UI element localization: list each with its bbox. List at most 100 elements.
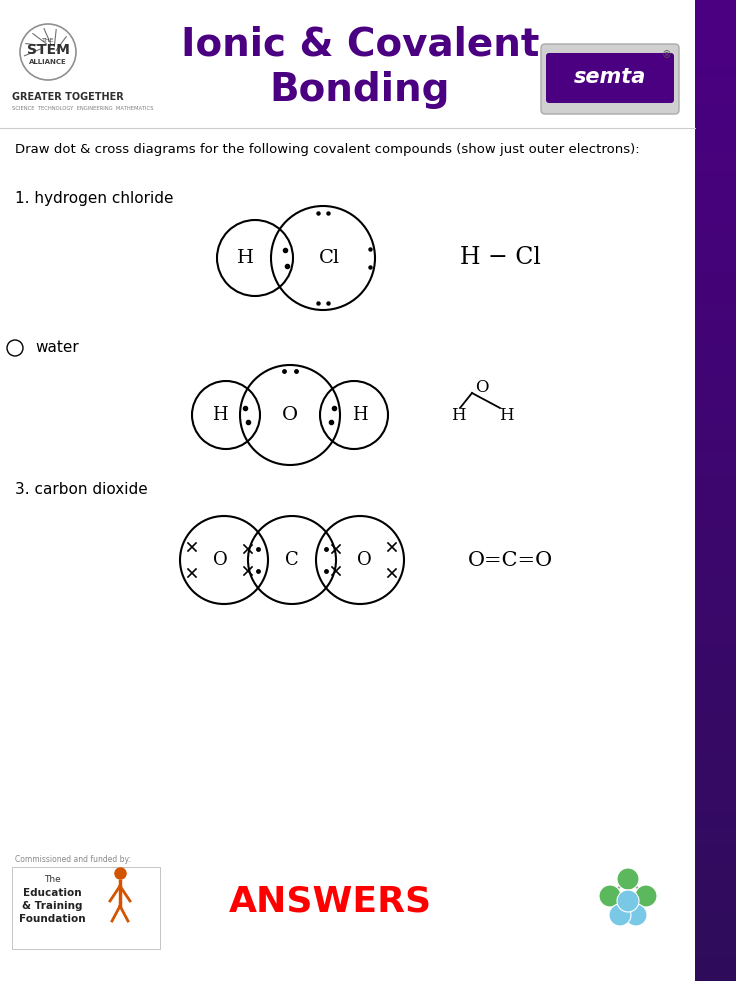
Bar xyxy=(695,739,736,743)
FancyBboxPatch shape xyxy=(541,44,679,114)
Bar xyxy=(695,293,736,297)
Bar xyxy=(695,562,736,566)
Bar xyxy=(695,182,736,186)
Bar xyxy=(695,859,736,863)
Bar xyxy=(695,781,736,785)
Bar xyxy=(695,768,736,772)
Text: STEM: STEM xyxy=(26,43,69,57)
Text: O: O xyxy=(213,551,227,569)
Bar xyxy=(695,928,736,932)
Bar xyxy=(695,764,736,768)
Bar xyxy=(695,499,736,503)
Bar xyxy=(695,840,736,844)
Bar xyxy=(695,823,736,827)
Text: Education: Education xyxy=(23,888,81,898)
Bar xyxy=(695,803,736,807)
Bar xyxy=(695,153,736,157)
Bar xyxy=(695,215,736,219)
Bar xyxy=(695,686,736,690)
Bar xyxy=(695,800,736,804)
Bar xyxy=(695,431,736,435)
Bar xyxy=(695,480,736,484)
Bar xyxy=(695,222,736,226)
Bar xyxy=(695,866,736,870)
Bar xyxy=(695,180,736,183)
Bar xyxy=(695,140,736,144)
Bar xyxy=(695,771,736,775)
Bar xyxy=(695,219,736,223)
Bar xyxy=(695,545,736,549)
Bar xyxy=(695,696,736,699)
FancyBboxPatch shape xyxy=(546,53,674,103)
Bar xyxy=(695,418,736,422)
Bar xyxy=(695,202,736,206)
Text: THE: THE xyxy=(42,37,54,42)
Bar xyxy=(695,749,736,752)
Bar xyxy=(695,72,736,76)
Bar xyxy=(695,719,736,723)
Bar xyxy=(695,359,736,363)
Bar xyxy=(695,837,736,841)
Circle shape xyxy=(599,885,621,907)
Bar xyxy=(695,673,736,677)
Bar xyxy=(695,369,736,373)
Bar xyxy=(695,192,736,196)
Bar xyxy=(695,205,736,209)
Bar xyxy=(695,13,736,17)
Bar xyxy=(695,513,736,517)
Bar xyxy=(695,705,736,709)
Bar xyxy=(695,967,736,971)
Bar xyxy=(695,529,736,533)
Bar xyxy=(695,405,736,409)
Bar xyxy=(695,810,736,814)
Bar xyxy=(695,65,736,69)
Bar xyxy=(695,320,736,324)
Bar xyxy=(695,509,736,513)
Bar xyxy=(695,722,736,726)
Bar xyxy=(695,624,736,628)
Bar xyxy=(695,251,736,255)
Bar xyxy=(695,951,736,955)
Bar xyxy=(695,268,736,272)
Bar xyxy=(695,58,736,62)
Bar xyxy=(695,258,736,262)
Circle shape xyxy=(617,868,639,890)
Bar xyxy=(695,117,736,121)
Bar xyxy=(695,817,736,821)
Bar xyxy=(695,886,736,890)
Bar xyxy=(695,32,736,36)
Bar xyxy=(695,660,736,664)
Text: H: H xyxy=(236,249,253,267)
Bar xyxy=(695,281,736,284)
Bar xyxy=(695,107,736,111)
Bar xyxy=(695,313,736,317)
Bar xyxy=(695,735,736,739)
Bar xyxy=(695,742,736,746)
Bar xyxy=(695,261,736,265)
Bar xyxy=(695,438,736,441)
Text: GREATER TOGETHER: GREATER TOGETHER xyxy=(12,92,124,102)
Bar xyxy=(695,421,736,425)
Bar xyxy=(695,974,736,978)
Bar xyxy=(695,948,736,952)
Bar xyxy=(695,244,736,248)
Bar xyxy=(695,450,736,454)
Bar xyxy=(695,791,736,795)
Bar xyxy=(695,474,736,478)
Bar xyxy=(695,9,736,13)
Text: H: H xyxy=(212,406,228,424)
Bar xyxy=(695,114,736,118)
Bar xyxy=(695,516,736,520)
Text: 1. hydrogen chloride: 1. hydrogen chloride xyxy=(15,190,174,205)
Bar xyxy=(695,918,736,922)
Bar xyxy=(695,911,736,915)
Bar xyxy=(695,447,736,451)
Bar xyxy=(695,582,736,586)
Bar xyxy=(695,690,736,694)
Text: water: water xyxy=(35,340,79,355)
Bar xyxy=(695,955,736,958)
Bar xyxy=(695,460,736,464)
Bar xyxy=(695,594,736,598)
Bar xyxy=(695,536,736,540)
Bar xyxy=(695,209,736,213)
